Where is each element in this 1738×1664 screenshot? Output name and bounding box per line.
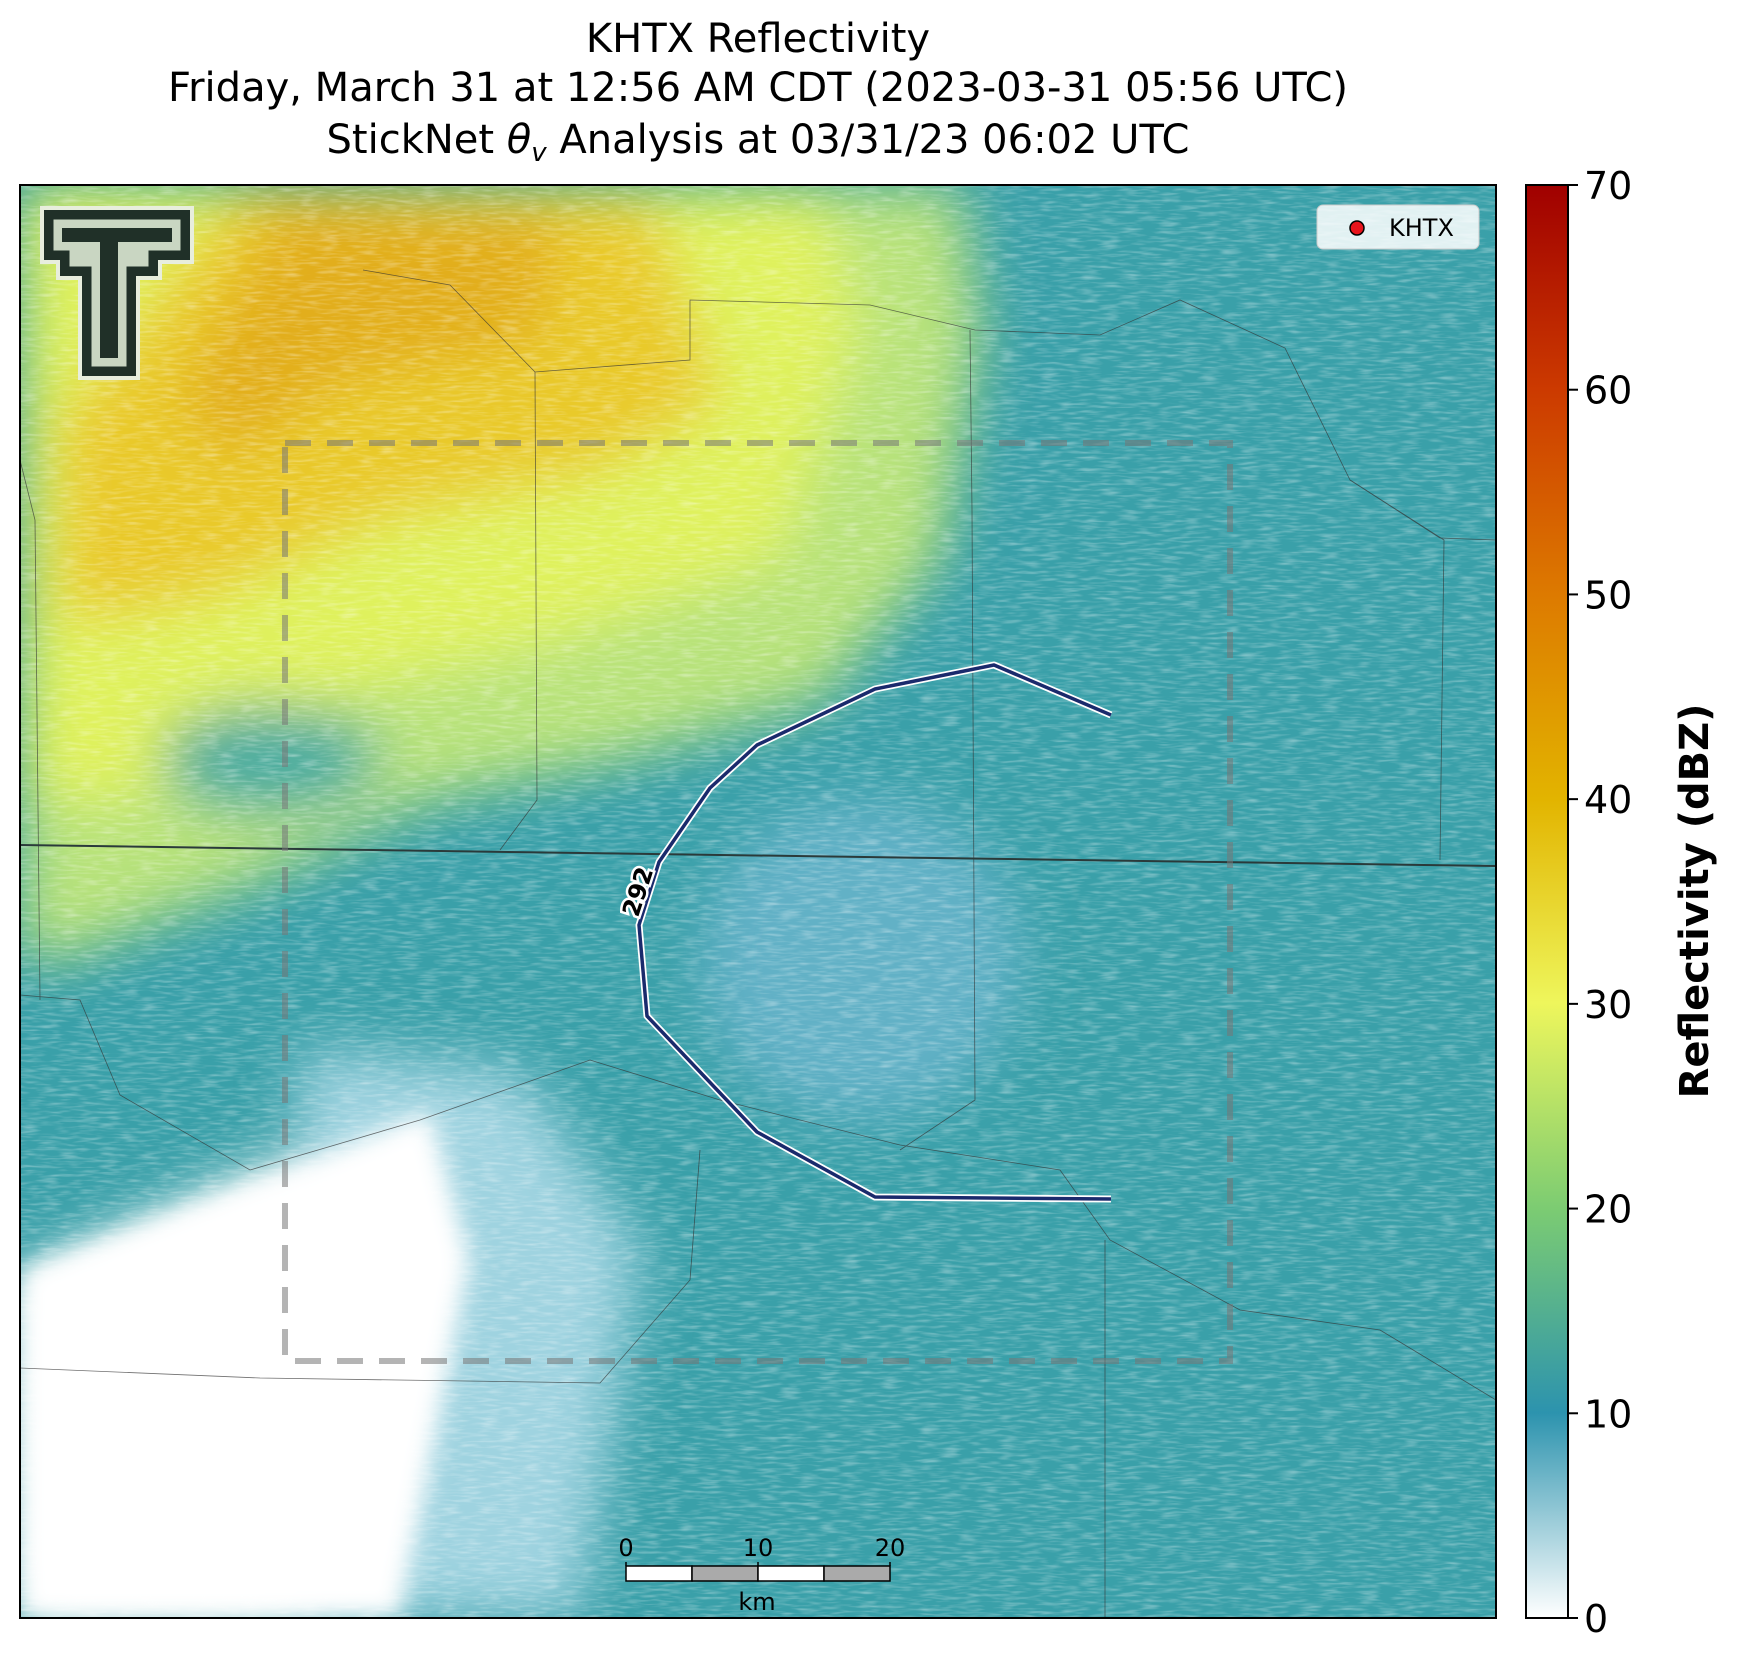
title-line: KHTX Reflectivity — [586, 16, 930, 62]
colorbar-tick-label: 40 — [1584, 778, 1632, 822]
scale-bar: km 0 10 20 — [618, 1534, 905, 1616]
colorbar: Reflectivity (dBZ) 0 10 20 30 40 50 60 70 — [1525, 164, 1718, 1641]
domain-box — [282, 440, 1233, 1364]
title-subscript: v — [531, 138, 547, 168]
title-text: StickNet — [327, 117, 495, 163]
state-line — [20, 844, 1496, 867]
scale-segment — [823, 1565, 891, 1582]
colorbar-tick-label: 10 — [1584, 1392, 1632, 1436]
legend-label: KHTX — [1389, 214, 1454, 242]
scale-segment — [757, 1565, 825, 1582]
colorbar-tick-label: 60 — [1584, 369, 1632, 413]
legend: KHTX — [1316, 204, 1480, 250]
title-line: Friday, March 31 at 12:56 AM CDT (2023-0… — [168, 65, 1348, 111]
title-symbol: θ — [507, 117, 531, 163]
colorbar-label: Reflectivity (dBZ) — [1672, 704, 1718, 1099]
colorbar-tick-label: 70 — [1584, 164, 1632, 208]
colorbar-tick-label: 30 — [1584, 983, 1632, 1027]
map-frame — [19, 184, 1497, 1619]
scale-tick-label: 20 — [875, 1534, 906, 1562]
scale-tick-label: 0 — [618, 1534, 633, 1562]
scale-unit: km — [738, 1588, 775, 1616]
scale-tick-label: 10 — [743, 1534, 774, 1562]
logo — [40, 206, 194, 380]
colorbar-scale — [1525, 184, 1569, 1619]
colorbar-tick-label: 0 — [1584, 1597, 1608, 1641]
scale-segment — [691, 1565, 759, 1582]
scale-segment — [625, 1565, 693, 1582]
title-text: Analysis at 03/31/23 06:02 UTC — [559, 117, 1189, 163]
legend-marker — [1349, 220, 1365, 236]
radar-field: 292 KHTX km 0 10 20 — [20, 185, 1496, 1618]
colorbar-tick-label: 50 — [1584, 573, 1632, 617]
colorbar-tick-label: 20 — [1584, 1188, 1632, 1232]
title-line: StickNet θv Analysis at 03/31/23 06:02 U… — [327, 117, 1190, 171]
